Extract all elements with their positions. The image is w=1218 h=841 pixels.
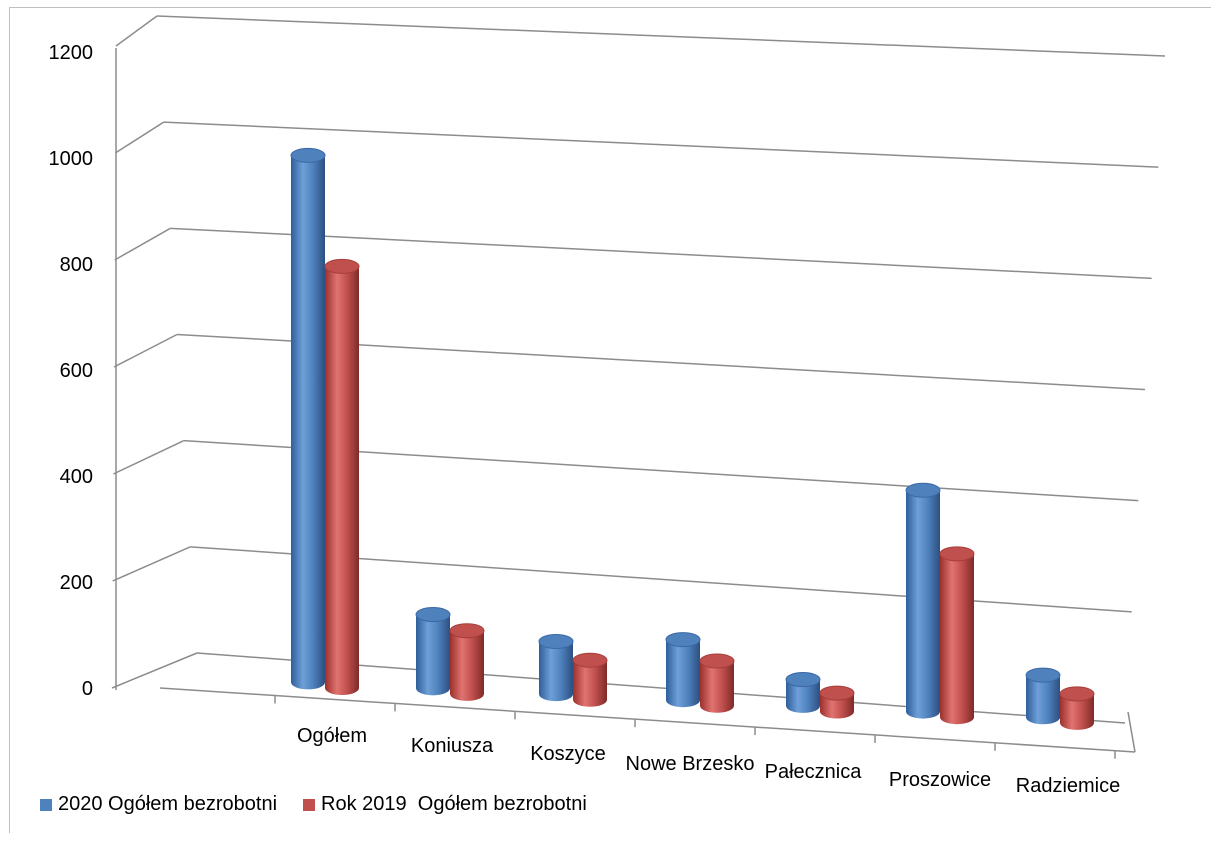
gridline-side: [115, 15, 158, 47]
bar-2019-1: [449, 623, 485, 701]
bar-2019-6: [1059, 686, 1095, 730]
labels: 0 200 400 600 800 1000 1200 Ogółem Koniusza Koszy…: [49, 42, 1121, 797]
y-tick-label: 800: [60, 254, 93, 276]
chart-frame: [9, 7, 1211, 833]
y-tick-label: 1200: [49, 42, 94, 64]
bar-2019-5: [939, 546, 975, 725]
x-category-label: Radziemice: [1016, 775, 1120, 797]
gridline-side: [114, 227, 171, 261]
gridline-side: [113, 439, 184, 475]
x-category-label: Proszowice: [889, 769, 991, 791]
bar-2020-5: [905, 482, 941, 719]
x-category-label: Nowe Brzesko: [626, 753, 755, 775]
bar-2019-4: [819, 685, 855, 719]
x-category-label: Pałecznica: [765, 761, 863, 783]
y-tick-label: 1000: [49, 148, 94, 170]
bar-2019-3: [699, 653, 735, 713]
legend-item-2020: 2020 Ogółem bezrobotni: [40, 793, 277, 816]
bar-2020-0: [290, 147, 326, 690]
gridline-side: [111, 652, 198, 689]
bar-2020-1: [415, 607, 451, 696]
gridline-side: [114, 121, 165, 154]
legend-item-2019: Rok 2019 Ogółem bezrobotni: [303, 793, 587, 816]
legend-label-2020: 2020 Ogółem bezrobotni: [58, 793, 278, 815]
bar-2019-0: [324, 258, 360, 695]
gridline: [163, 121, 1159, 168]
gridline-side: [113, 333, 178, 368]
bar-2020-2: [538, 633, 574, 702]
legend-swatch-2019: [303, 798, 316, 811]
gridline: [156, 15, 1166, 57]
gridline: [170, 227, 1152, 280]
floor-right-edge: [1127, 711, 1136, 753]
gridline-side: [112, 546, 191, 582]
bar-2019-2: [572, 652, 608, 707]
y-tick-label: 0: [82, 678, 93, 700]
x-category-label: Koszyce: [530, 743, 606, 765]
bar-2020-3: [665, 632, 701, 708]
bar-2020-4: [785, 672, 821, 713]
legend-swatch-2020: [40, 798, 52, 811]
floor-front-edge: [159, 687, 1136, 753]
bar-2020-6: [1025, 667, 1061, 725]
y-tick-label: 200: [60, 572, 93, 594]
y-tick-label: 600: [60, 360, 93, 382]
y-tick-label: 400: [60, 466, 93, 488]
x-category-label: Koniusza: [411, 735, 494, 757]
legend-label-2019: Rok 2019 Ogółem bezrobotni: [321, 793, 587, 815]
gridlines: [111, 15, 1166, 724]
axes: [115, 48, 1136, 759]
bars: [290, 147, 1095, 730]
x-category-label: Ogółem: [297, 725, 367, 747]
legend: 2020 Ogółem bezrobotni Rok 2019 Ogółem b…: [40, 793, 613, 816]
